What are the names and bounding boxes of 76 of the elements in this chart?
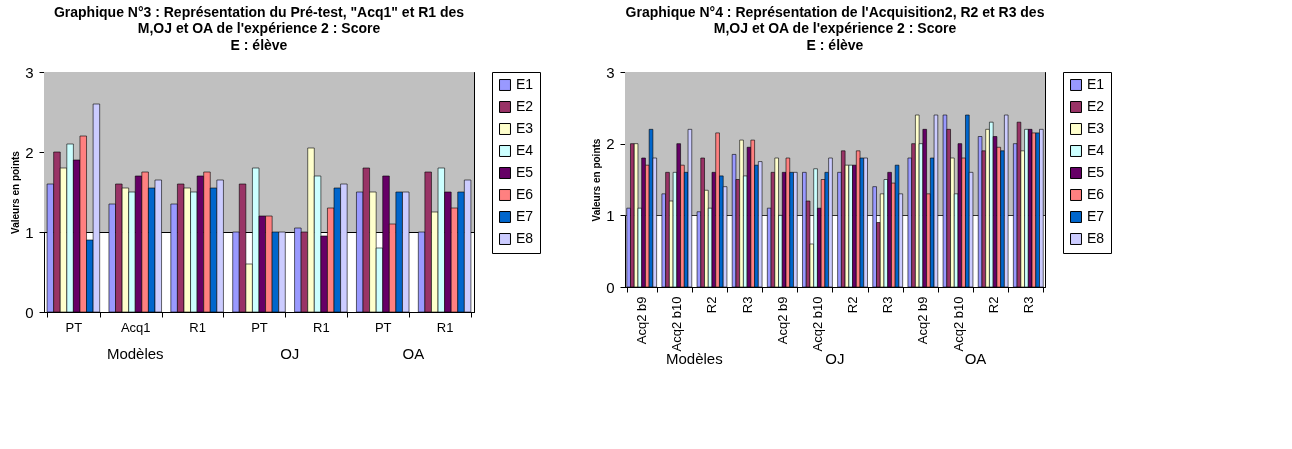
chart-title: Graphique N°4 : Représentation de l'Acquisition2, R2 et R3 des M,OJ et OA de l'expérience 2 : Score	[625, 4, 1045, 36]
y-tick-label: 0	[606, 278, 615, 296]
bar	[1035, 132, 1040, 288]
text: OA	[964, 350, 987, 367]
legend-label: E8	[1087, 230, 1105, 246]
bar	[1016, 121, 1022, 288]
bar	[957, 143, 963, 288]
legend-label: E2	[1087, 98, 1105, 114]
x-tick-label: PT	[251, 319, 268, 335]
bar	[676, 143, 681, 288]
legend-label: E3	[516, 120, 534, 136]
x-tick-label: Acq2 b10	[809, 296, 825, 352]
y-tick-label: 3	[25, 63, 34, 81]
bar	[887, 172, 892, 288]
x-tick-label: Acq2 b10	[669, 296, 685, 352]
bar	[633, 143, 639, 288]
legend-label: E8	[516, 230, 534, 246]
bar	[922, 129, 927, 288]
x-tick-label: Acq2 b10	[950, 296, 966, 352]
x-tick-label: R1	[189, 319, 206, 335]
legend-label: E1	[516, 76, 534, 92]
text: Modèles	[106, 345, 164, 362]
bar	[785, 157, 791, 288]
legend-label: E5	[516, 164, 534, 180]
bar	[848, 164, 853, 288]
bar	[774, 157, 779, 288]
x-tick-label: R2	[704, 296, 720, 314]
x-tick-label: PT	[374, 319, 392, 335]
x-tick-label: R3	[1020, 296, 1036, 314]
bar	[1024, 129, 1029, 288]
bar	[630, 143, 635, 288]
x-tick-label: R2	[845, 296, 861, 314]
x-tick-label: PT	[65, 319, 83, 335]
legend-label: E5	[1087, 164, 1105, 180]
text: Modèles	[665, 350, 723, 367]
y-tick-label: 3	[606, 63, 615, 81]
x-tick-label: R1	[313, 319, 330, 335]
x-tick-label: R2	[985, 296, 1001, 314]
x-tick-label: Acq1	[120, 319, 151, 335]
bar	[1031, 132, 1037, 288]
x-tick-label: Acq2 b9	[915, 296, 931, 345]
y-tick-label: 2	[25, 143, 34, 161]
chart-subtitle: E : élève	[806, 37, 864, 53]
bar	[715, 132, 720, 288]
y-tick-label: 1	[606, 206, 615, 224]
y-tick-label: 0	[25, 303, 34, 321]
x-tick-label: R3	[739, 296, 755, 314]
legend-label: E6	[1087, 186, 1105, 202]
legend-label: E3	[1087, 120, 1105, 136]
bar	[750, 139, 755, 288]
y-axis-title: Valeurs en points	[591, 138, 603, 222]
bar	[965, 114, 970, 288]
y-tick-label: 2	[606, 135, 615, 153]
x-tick-label: R1	[436, 319, 454, 335]
legend-label: E7	[1087, 208, 1105, 224]
bar	[641, 157, 646, 288]
text: OJ	[825, 350, 845, 367]
legend-label: E1	[1087, 76, 1105, 92]
x-tick-label: Acq2 b9	[634, 296, 650, 345]
legend-label: E4	[516, 142, 534, 158]
legend-label: E7	[516, 208, 534, 224]
chart-title: Graphique N°3 : Représentation du Pré-test, "Acq1" et R1 des M,OJ et OA de l'expérience 2 : Score	[53, 4, 465, 36]
chart-subtitle: E : élève	[230, 37, 288, 53]
bar	[665, 172, 670, 288]
x-tick-label: R3	[880, 296, 896, 314]
y-axis-title: Valeurs en points	[10, 150, 22, 234]
bar	[700, 157, 705, 288]
y-tick-label: 1	[25, 223, 34, 241]
bar	[739, 139, 744, 288]
bar	[989, 121, 994, 288]
legend-label: E4	[1087, 142, 1105, 158]
legend-label: E6	[516, 186, 534, 202]
legend-label: E2	[516, 98, 534, 114]
text: OA	[402, 345, 425, 362]
text: OJ	[280, 345, 300, 362]
x-tick-label: Acq2 b9	[774, 296, 790, 345]
